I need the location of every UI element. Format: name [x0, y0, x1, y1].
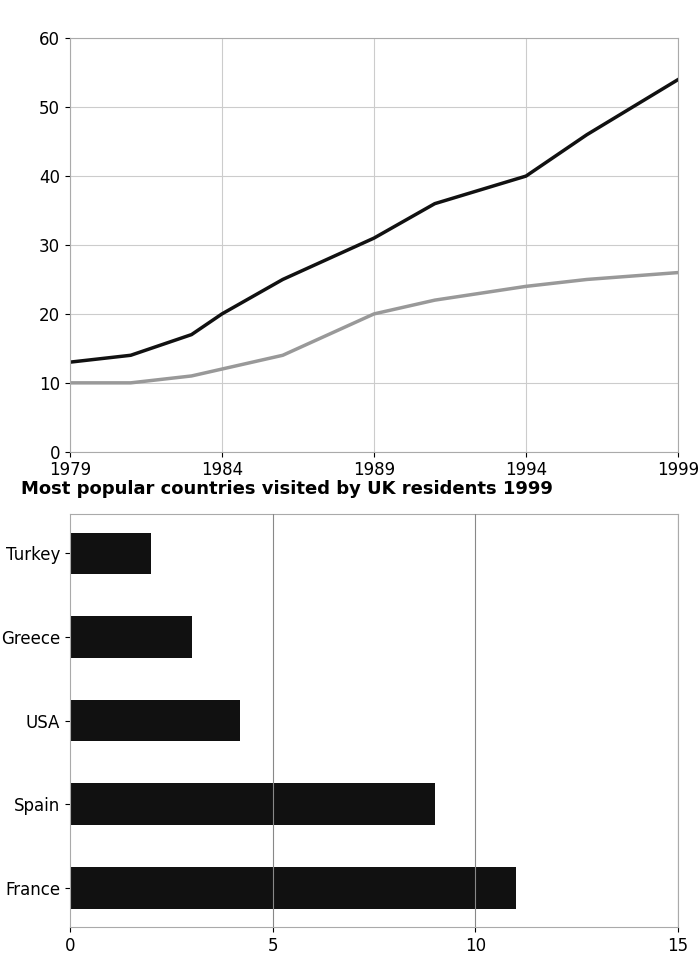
Bar	[70, 867, 516, 908]
Bar	[70, 532, 151, 575]
Text: Most popular countries visited by UK residents 1999: Most popular countries visited by UK res…	[21, 480, 553, 498]
Bar	[70, 700, 240, 742]
Bar	[70, 783, 435, 825]
Bar	[70, 616, 192, 658]
